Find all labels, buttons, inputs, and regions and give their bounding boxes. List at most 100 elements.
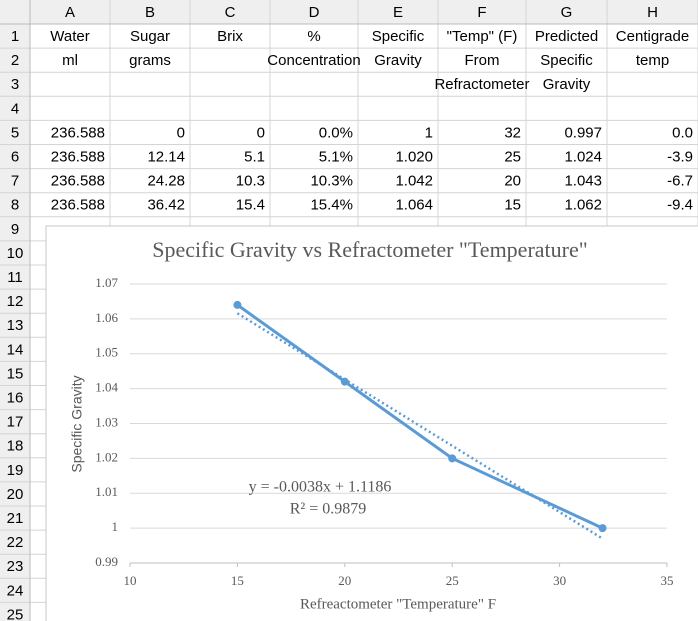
row-number: 23 xyxy=(7,558,24,575)
row-number: 4 xyxy=(11,100,19,117)
y-tick-label: 1.02 xyxy=(95,449,118,464)
cell: 236.588 xyxy=(51,173,105,190)
cell: 236.588 xyxy=(51,197,105,214)
cell: temp xyxy=(636,52,669,69)
cell: 1.042 xyxy=(395,173,433,190)
y-tick-label: 1 xyxy=(112,519,119,534)
row-number: 2 xyxy=(11,52,19,69)
trendline xyxy=(236,312,604,540)
cell: 24.28 xyxy=(147,173,185,190)
row-number: 13 xyxy=(7,317,24,334)
cell: % xyxy=(307,28,320,45)
cell: 15 xyxy=(504,197,521,214)
row-number: 5 xyxy=(11,124,19,141)
x-tick-label: 10 xyxy=(124,573,137,588)
cell: Specific xyxy=(372,28,425,45)
cell: 0.0 xyxy=(672,124,693,141)
cell: grams xyxy=(129,52,171,69)
cell: "Temp" (F) xyxy=(447,28,518,45)
row-header-bar xyxy=(0,0,30,621)
cell: 0.997 xyxy=(564,124,602,141)
cell: 15.4 xyxy=(236,197,265,214)
column-header: D xyxy=(309,4,320,21)
column-header: E xyxy=(393,4,403,21)
x-tick-label: 30 xyxy=(553,573,566,588)
cell: 1 xyxy=(425,124,433,141)
data-point xyxy=(340,377,349,386)
cell: 1.020 xyxy=(395,149,433,166)
column-header: H xyxy=(647,4,658,21)
cell: 36.42 xyxy=(147,197,185,214)
chart: Specific Gravity vs Refractometer "Tempe… xyxy=(45,225,698,621)
y-tick-label: 1.04 xyxy=(95,380,118,395)
cell: 5.1 xyxy=(244,149,265,166)
row-number: 14 xyxy=(7,341,24,358)
row-number: 11 xyxy=(7,269,23,286)
column-header: B xyxy=(145,4,155,21)
x-tick-label: 20 xyxy=(338,573,351,588)
y-tick-label: 1.06 xyxy=(95,310,118,325)
cell: 10.3 xyxy=(236,173,265,190)
cell: 236.588 xyxy=(51,124,105,141)
row-number: 15 xyxy=(7,365,24,382)
cell: Gravity xyxy=(543,76,591,93)
cell: From xyxy=(465,52,500,69)
cell: Refractometer xyxy=(434,76,529,93)
cell: 20 xyxy=(504,173,521,190)
cell: ml xyxy=(62,52,78,69)
data-point xyxy=(448,454,457,463)
cell: 10.3% xyxy=(310,173,353,190)
cell: 236.588 xyxy=(51,149,105,166)
row-number: 17 xyxy=(7,414,24,431)
trendline-equation: y = -0.0038x + 1.1186 xyxy=(249,479,392,496)
cell: Centigrade xyxy=(616,28,689,45)
row-number: 18 xyxy=(7,438,24,455)
cell: 1.062 xyxy=(564,197,602,214)
cell: Gravity xyxy=(374,52,422,69)
y-tick-label: 1.07 xyxy=(95,275,118,290)
row-number: 6 xyxy=(11,149,19,166)
row-number: 1 xyxy=(11,28,19,45)
y-tick-label: 0.99 xyxy=(95,554,118,569)
x-tick-label: 35 xyxy=(661,573,674,588)
cell: Water xyxy=(50,28,89,45)
y-axis-label: Specific Gravity xyxy=(69,375,85,472)
y-tick-label: 1.01 xyxy=(95,484,118,499)
data-point xyxy=(598,524,607,533)
cell: Brix xyxy=(217,28,243,45)
cell: 0 xyxy=(257,124,265,141)
cell: 25 xyxy=(504,149,521,166)
row-number: 22 xyxy=(7,534,24,551)
row-number: 24 xyxy=(7,582,24,599)
cell: 15.4% xyxy=(310,197,353,214)
cell: -3.9 xyxy=(667,149,693,166)
cell: Concentration xyxy=(267,52,360,69)
cell: 1.024 xyxy=(564,149,602,166)
cell: 0 xyxy=(177,124,185,141)
x-tick-label: 15 xyxy=(231,573,244,588)
chart-title: Specific Gravity vs Refractometer "Tempe… xyxy=(152,237,587,262)
column-header: G xyxy=(561,4,573,21)
cell: 5.1% xyxy=(319,149,353,166)
row-number: 16 xyxy=(7,390,24,407)
row-number: 20 xyxy=(7,486,24,503)
row-number: 21 xyxy=(7,510,24,527)
row-number: 9 xyxy=(11,221,19,238)
x-axis-label: Refreactometer "Temperature" F xyxy=(300,596,496,612)
row-number: 7 xyxy=(11,173,19,190)
column-header: F xyxy=(477,4,486,21)
row-number: 3 xyxy=(11,76,19,93)
cell: 12.14 xyxy=(147,149,185,166)
cell: -6.7 xyxy=(667,173,693,190)
x-tick-label: 25 xyxy=(446,573,459,588)
cell: Predicted xyxy=(535,28,598,45)
cell: 1.043 xyxy=(564,173,602,190)
column-header-bar xyxy=(0,0,698,24)
trendline-r2: R² = 0.9879 xyxy=(290,501,367,518)
cell: 0.0% xyxy=(319,124,353,141)
column-header: C xyxy=(225,4,236,21)
y-tick-label: 1.03 xyxy=(95,414,118,429)
y-tick-label: 1.05 xyxy=(95,345,118,360)
